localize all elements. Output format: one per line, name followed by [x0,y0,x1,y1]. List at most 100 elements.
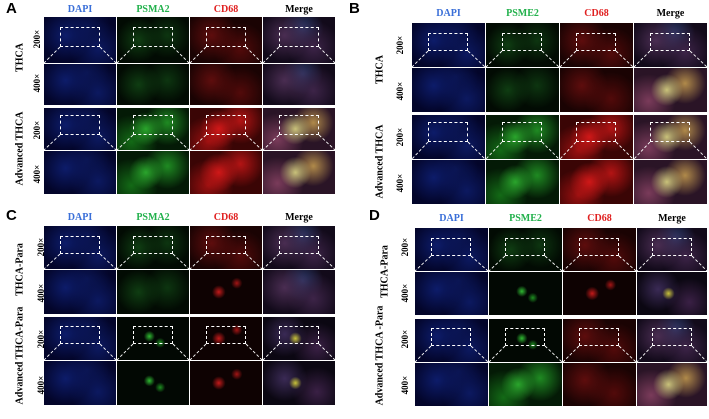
roi-box [502,122,542,142]
micrograph-tile [263,226,335,269]
micrograph-tile [486,68,559,112]
micrograph-tile [190,17,262,63]
micrograph-tile [190,226,262,269]
row-separator [412,112,707,114]
micrograph-tile [117,151,189,194]
micrograph-tile [634,160,707,204]
panel-letter: B [349,0,360,17]
micrograph-tile [190,361,262,405]
roi-box [279,27,319,47]
micrograph-tile [190,151,262,194]
zoom-connector-lines [0,0,709,408]
micrograph-tile [489,228,562,271]
roi-box [133,236,173,254]
column-header-dapi: DAPI [67,4,93,15]
column-header-dapi: DAPI [439,213,464,224]
micrograph-tile [486,23,559,67]
roi-box [428,122,468,142]
micrograph-tile [44,270,116,314]
micrograph-tile [637,363,707,406]
roi-box [60,326,100,344]
panel-letter: D [369,207,380,224]
micrograph-tile [190,108,262,150]
row-separator [44,314,335,316]
roi-box [505,328,545,346]
roi-box [579,238,619,256]
micrograph-tile [560,68,633,112]
micrograph-tile [117,270,189,314]
micrograph-tile [263,270,335,314]
micrograph-tile [44,17,116,63]
column-header-dapi: DAPI [67,212,93,223]
column-header-red: CD68 [584,8,609,19]
zoom-connector-lines [0,0,709,408]
micrograph-tile [190,270,262,314]
roi-box [133,27,173,47]
micrograph-tile [637,272,707,315]
roi-box [650,33,690,51]
roi-box [206,326,246,344]
micrograph-tile [412,160,485,204]
micrograph-tile [117,317,189,360]
micrograph-tile [415,319,488,362]
roi-box [206,115,246,135]
roi-box [431,238,471,256]
roi-box [60,236,100,254]
micrograph-tile [489,319,562,362]
panel-letter: A [6,0,17,17]
micrograph-tile [489,272,562,315]
roi-box [576,122,616,142]
micrograph-tile [560,160,633,204]
micrograph-tile [263,64,335,105]
micrograph-tile [117,17,189,63]
micrograph-tile [263,361,335,405]
panel-letter: C [6,207,17,224]
micrograph-tile [489,363,562,406]
column-header-dapi: DAPI [436,8,461,19]
micrograph-tile [44,64,116,105]
micrograph-tile [263,17,335,63]
micrograph-tile [412,115,485,159]
roi-box [505,238,545,256]
roi-box [652,328,692,346]
micrograph-tile [637,319,707,362]
micrograph-tile [563,319,636,362]
micrograph-tile [117,226,189,269]
micrograph-tile [117,64,189,105]
micrograph-tile [563,363,636,406]
micrograph-tile [190,64,262,105]
column-header-red: CD68 [213,212,239,223]
column-header-merge: Merge [285,4,313,15]
micrograph-tile [415,272,488,315]
micrograph-tile [634,23,707,67]
micrograph-tile [190,317,262,360]
column-header-red: CD68 [213,4,239,15]
column-header-green: PSME2 [506,8,539,19]
micrograph-tile [560,23,633,67]
roi-box [60,27,100,47]
micrograph-tile [563,272,636,315]
roi-box [60,115,100,135]
roi-box [650,122,690,142]
roi-box [279,115,319,135]
micrograph-tile [263,151,335,194]
micrograph-tile [415,363,488,406]
roi-box [579,328,619,346]
micrograph-tile [44,317,116,360]
micrograph-tile [563,228,636,271]
micrograph-tile [486,160,559,204]
roi-box [133,115,173,135]
micrograph-tile [44,226,116,269]
roi-box [431,328,471,346]
row-separator [44,105,335,107]
zoom-connector-lines [0,0,709,408]
roi-box [428,33,468,51]
column-header-merge: Merge [656,8,685,19]
column-header-merge: Merge [285,212,313,223]
column-header-green: PSME2 [509,213,542,224]
row-separator [415,316,707,318]
roi-box [576,33,616,51]
micrograph-tile [44,361,116,405]
column-header-green: PSMA2 [136,4,170,15]
micrograph-tile [637,228,707,271]
